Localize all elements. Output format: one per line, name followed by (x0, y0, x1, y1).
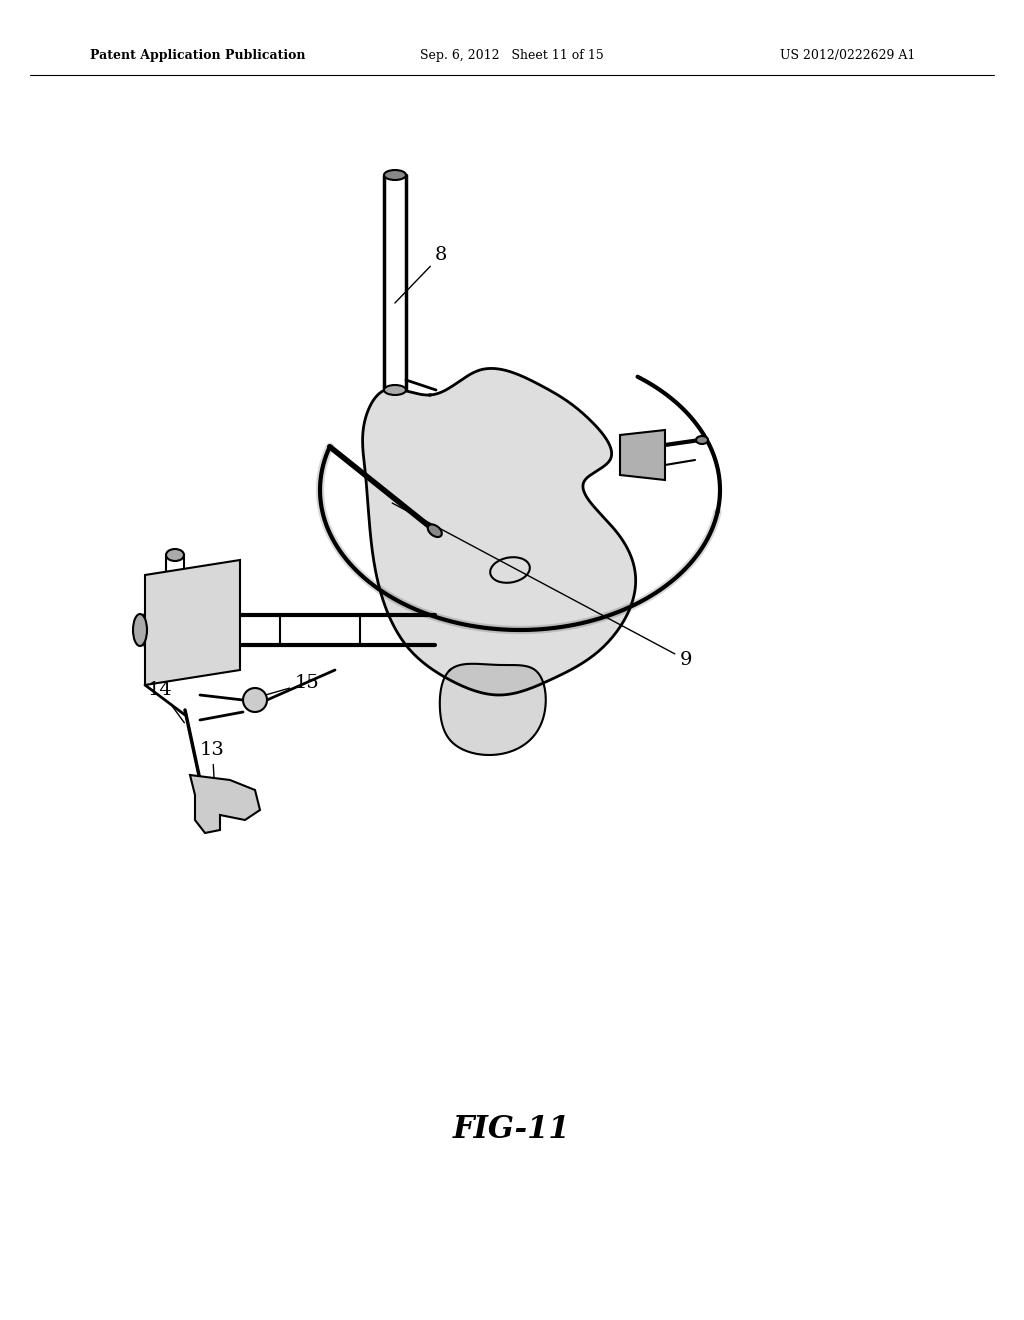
Text: 8: 8 (395, 246, 447, 304)
Polygon shape (145, 560, 240, 685)
Polygon shape (620, 430, 665, 480)
Circle shape (243, 688, 267, 711)
Polygon shape (190, 775, 260, 833)
Text: Sep. 6, 2012   Sheet 11 of 15: Sep. 6, 2012 Sheet 11 of 15 (420, 49, 604, 62)
Ellipse shape (384, 385, 406, 395)
Text: FIG-11: FIG-11 (454, 1114, 570, 1146)
Text: Patent Application Publication: Patent Application Publication (90, 49, 305, 62)
Polygon shape (439, 664, 546, 755)
Ellipse shape (696, 436, 708, 444)
Ellipse shape (133, 614, 147, 645)
Text: 14: 14 (148, 681, 184, 723)
Ellipse shape (428, 524, 441, 537)
Ellipse shape (166, 549, 184, 561)
Text: 15: 15 (251, 675, 319, 700)
Text: 9: 9 (392, 503, 692, 669)
Polygon shape (362, 368, 636, 696)
Text: US 2012/0222629 A1: US 2012/0222629 A1 (780, 49, 915, 62)
Ellipse shape (384, 170, 406, 180)
Text: 13: 13 (200, 741, 225, 792)
